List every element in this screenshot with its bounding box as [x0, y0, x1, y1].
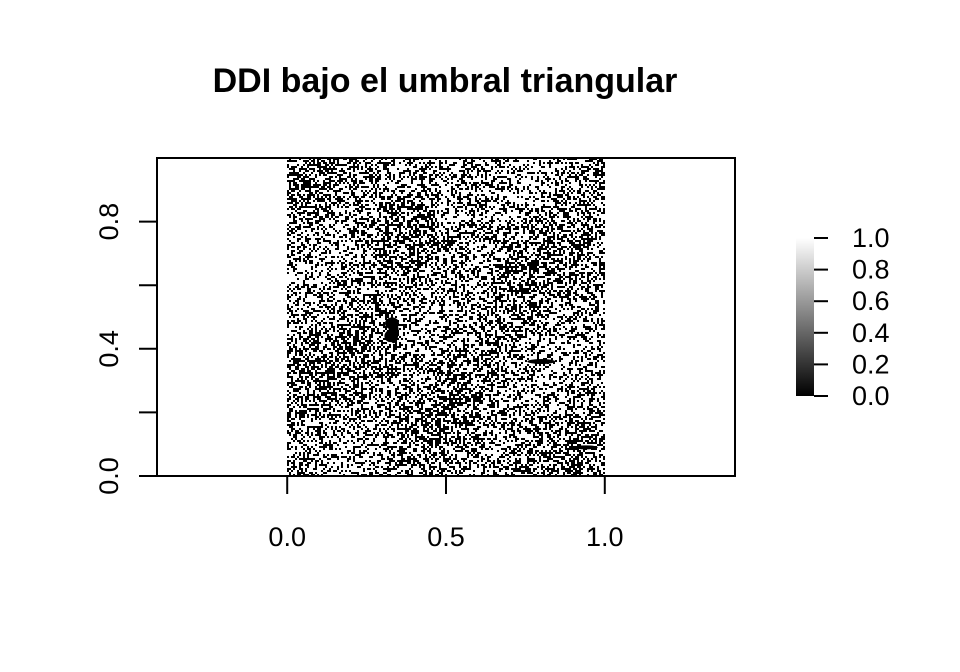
color-legend: 0.00.20.40.60.81.0: [796, 223, 890, 411]
legend-tick-label: 0.4: [852, 318, 890, 348]
colorbar: [796, 238, 814, 396]
legend-tick-label: 1.0: [852, 223, 890, 253]
legend-tick-label: 0.8: [852, 255, 890, 285]
legend-tick-label: 0.0: [852, 381, 890, 411]
y-tick-label: 0.0: [94, 457, 124, 495]
heatmap-speckle: [287, 158, 605, 476]
legend-tick-label: 0.2: [852, 349, 890, 379]
heatmap-image: [287, 158, 605, 476]
x-tick-label: 1.0: [586, 522, 624, 552]
x-axis: 0.0 0.5 1.0: [268, 475, 624, 552]
dark-cluster-5: [573, 445, 598, 450]
x-tick-label: 0.0: [268, 522, 306, 552]
dark-cluster-3: [388, 319, 399, 344]
y-tick-label: 0.4: [94, 330, 124, 368]
y-tick-label: 0.8: [94, 203, 124, 241]
x-tick-label: 0.5: [427, 522, 465, 552]
heatmap-background: [287, 158, 605, 476]
legend-tick-label: 0.6: [852, 286, 890, 316]
dark-cluster-4: [527, 359, 556, 365]
chart-title: DDI bajo el umbral triangular: [213, 62, 678, 100]
y-axis: 0.0 0.4 0.8: [94, 203, 158, 495]
